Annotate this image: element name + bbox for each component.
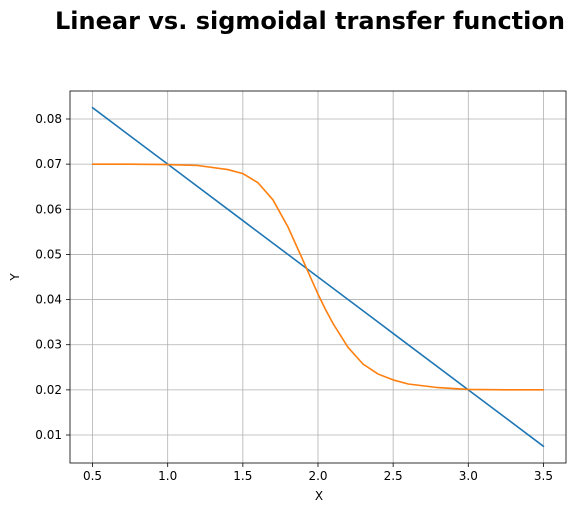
x-axis: 0.5 1.0 1.5 2.0 2.5 3.0 3.5 xyxy=(83,463,553,483)
y-tick-label: 0.07 xyxy=(35,157,62,171)
y-tick-label: 0.02 xyxy=(35,383,62,397)
chart-title: Linear vs. sigmoidal transfer function xyxy=(55,7,565,35)
y-tick-label: 0.08 xyxy=(35,112,62,126)
series-lines xyxy=(91,106,545,448)
series-line-2 xyxy=(91,163,545,391)
y-tick-label: 0.01 xyxy=(35,428,62,442)
x-tick-label: 3.5 xyxy=(534,469,553,483)
x-tick-label: 2.5 xyxy=(384,469,403,483)
x-axis-label: X xyxy=(315,489,323,503)
x-tick-label: 3.0 xyxy=(459,469,478,483)
y-axis: 0.01 0.02 0.03 0.04 0.05 0.06 0.07 0.08 xyxy=(35,112,70,442)
y-tick-label: 0.04 xyxy=(35,293,62,307)
x-tick-label: 1.0 xyxy=(158,469,177,483)
grid xyxy=(70,91,566,463)
y-axis-label: Y xyxy=(8,273,22,282)
x-tick-label: 2.0 xyxy=(308,469,327,483)
y-tick-label: 0.05 xyxy=(35,247,62,261)
y-tick-label: 0.06 xyxy=(35,202,62,216)
y-tick-label: 0.03 xyxy=(35,338,62,352)
x-tick-label: 1.5 xyxy=(233,469,252,483)
x-tick-label: 0.5 xyxy=(83,469,102,483)
